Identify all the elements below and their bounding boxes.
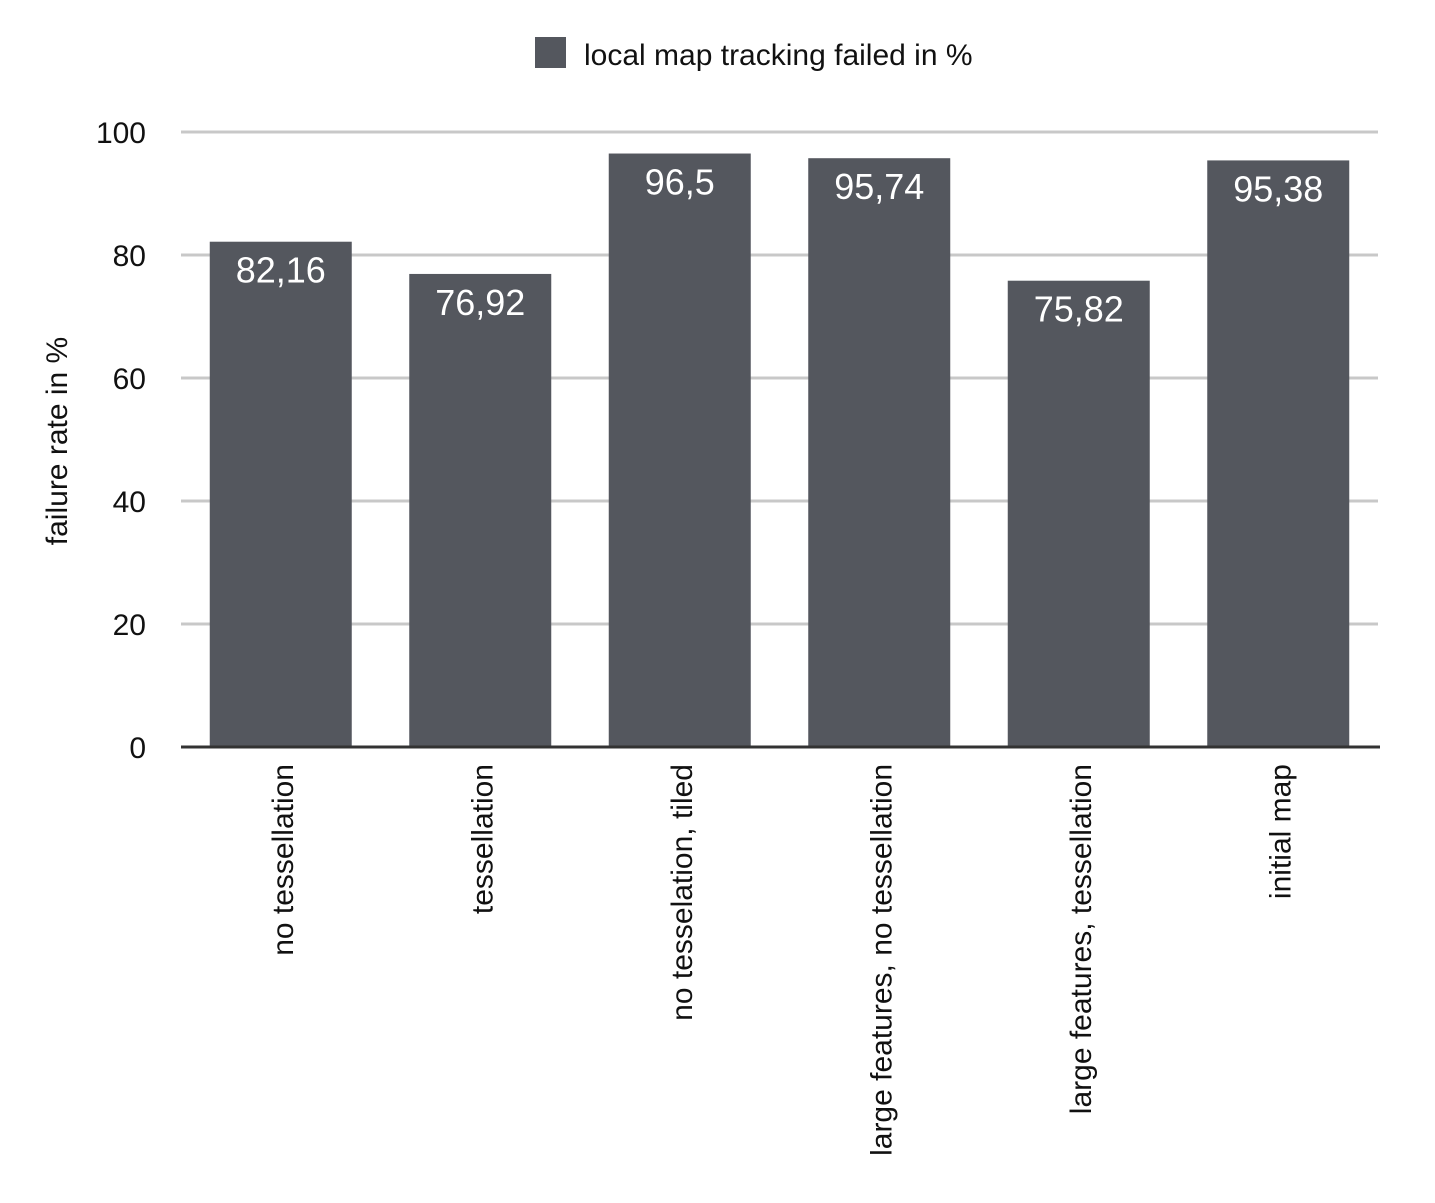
bar-value-label: 95,74 <box>834 166 924 207</box>
legend-swatch <box>535 37 566 68</box>
legend-label: local map tracking failed in % <box>584 39 973 72</box>
bar-value-label: 75,82 <box>1034 289 1124 330</box>
bar <box>808 158 951 748</box>
bar <box>1007 280 1150 747</box>
bar <box>209 241 352 747</box>
bar <box>608 153 751 747</box>
y-tick-label: 60 <box>113 363 146 396</box>
legend: local map tracking failed in % <box>535 37 973 72</box>
y-tick-label: 0 <box>129 732 146 765</box>
value-labels: 82,16 76,92 96,5 95,74 75,82 95,38 <box>236 162 1324 330</box>
bar <box>409 273 552 747</box>
bars <box>209 153 1350 748</box>
y-axis-ticks: 0 20 40 60 80 100 <box>96 117 146 765</box>
x-category-label: initial map <box>1264 764 1297 899</box>
bar-value-label: 96,5 <box>645 162 715 203</box>
y-tick-label: 80 <box>113 240 146 273</box>
y-tick-label: 20 <box>113 609 146 642</box>
x-category-label: no tesselation, tiled <box>666 764 699 1021</box>
x-category-label: large features, tessellation <box>1065 764 1098 1114</box>
bar <box>1207 160 1350 748</box>
x-axis-categories: no tessellation tessellation no tesselatio… <box>267 764 1298 1156</box>
bar-value-label: 76,92 <box>435 282 525 323</box>
y-axis-title: failure rate in % <box>41 337 74 545</box>
x-category-label: no tessellation <box>267 764 300 956</box>
x-category-label: tessellation <box>466 764 499 914</box>
x-category-label: large features, no tessellation <box>865 764 898 1156</box>
y-tick-label: 40 <box>113 486 146 519</box>
bar-value-label: 95,38 <box>1233 168 1323 209</box>
gridlines <box>181 130 1378 626</box>
y-tick-label: 100 <box>96 117 146 150</box>
bar-value-label: 82,16 <box>236 250 326 291</box>
